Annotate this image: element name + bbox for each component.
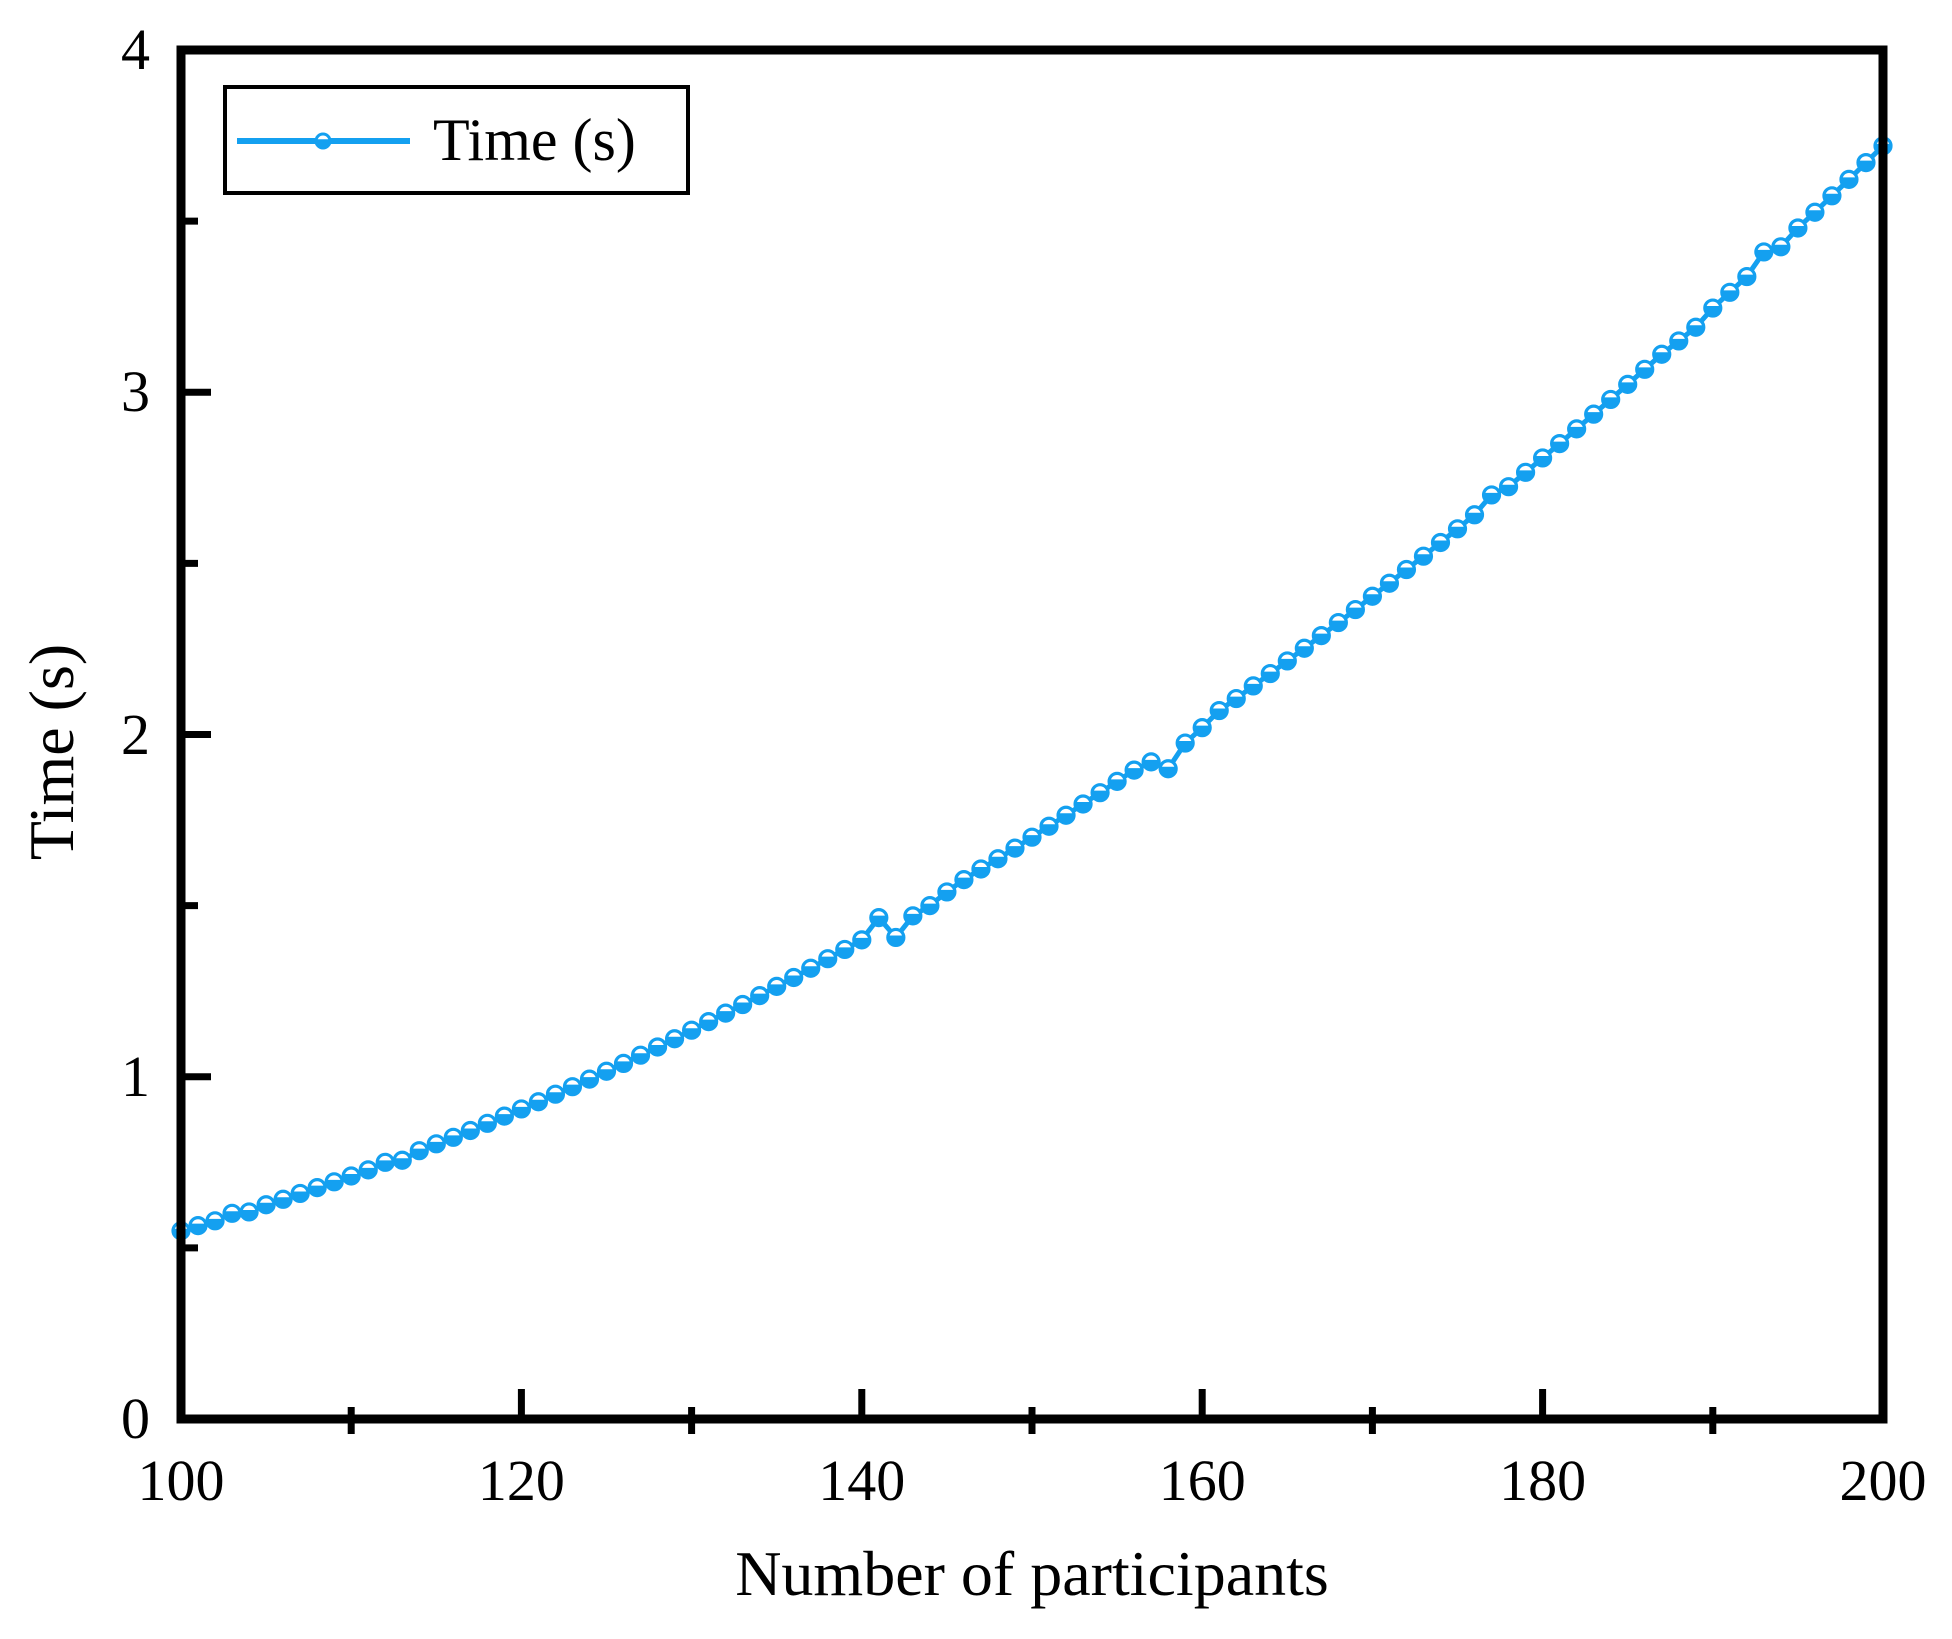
x-tick-label: 160 (1158, 1448, 1246, 1513)
y-tick-label: 1 (121, 1043, 150, 1109)
x-tick-label: 140 (818, 1448, 906, 1513)
x-tick-label: 180 (1499, 1448, 1587, 1513)
x-tick-label: 200 (1839, 1448, 1927, 1513)
legend-line-marker-icon (237, 132, 410, 150)
y-tick-label: 0 (121, 1386, 150, 1451)
y-tick-label: 3 (121, 359, 150, 425)
legend-label: Time (s) (433, 107, 636, 173)
y-tick-label: 2 (121, 701, 150, 767)
x-axis-title: Number of participants (735, 1538, 1329, 1609)
y-tick-label: 4 (121, 17, 150, 82)
x-tick-label: 100 (137, 1448, 225, 1513)
x-tick-label: 120 (477, 1448, 565, 1513)
legend: Time (s) (223, 85, 690, 195)
